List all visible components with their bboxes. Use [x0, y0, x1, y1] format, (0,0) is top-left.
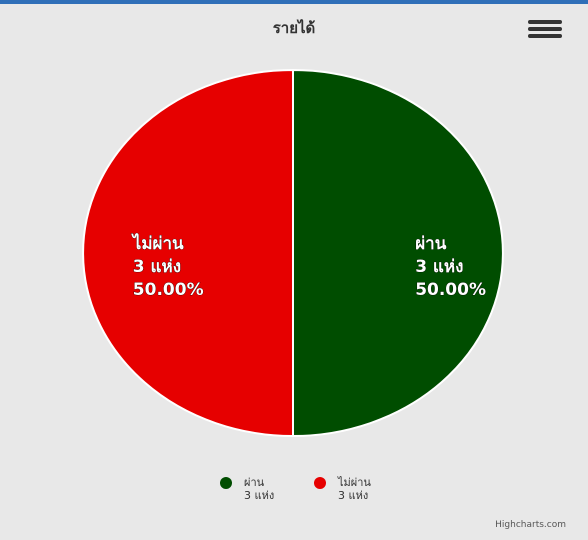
menu-bar: [528, 34, 562, 38]
legend-symbol-pass: [220, 477, 232, 489]
menu-bar: [528, 20, 562, 24]
data-label-fail: ไม่ผ่าน 3 แห่ง 50.00%: [131, 233, 204, 300]
menu-bar: [528, 27, 562, 31]
hamburger-menu-icon[interactable]: [528, 20, 562, 46]
chart-title: รายได้: [272, 19, 316, 37]
legend-label-fail: ไม่ผ่าน: [338, 476, 371, 489]
legend: ผ่าน 3 แห่ง ไม่ผ่าน 3 แห่ง: [0, 474, 588, 514]
legend-sub-pass: 3 แห่ง: [244, 489, 275, 502]
pie-chart: ผ่าน 3 แห่ง 50.00% ไม่ผ่าน 3 แห่ง 50.00%: [82, 69, 504, 437]
legend-sub-fail: 3 แห่ง: [338, 489, 369, 502]
chart-top-border: [0, 0, 588, 4]
pie-slice-fail[interactable]: [82, 69, 294, 437]
legend-label-pass: ผ่าน: [244, 476, 265, 489]
data-label-pass: ผ่าน 3 แห่ง 50.00%: [415, 234, 486, 300]
credits-link[interactable]: Highcharts.com: [495, 520, 566, 530]
legend-symbol-fail: [314, 477, 326, 489]
pie-slice-pass[interactable]: [292, 69, 504, 437]
